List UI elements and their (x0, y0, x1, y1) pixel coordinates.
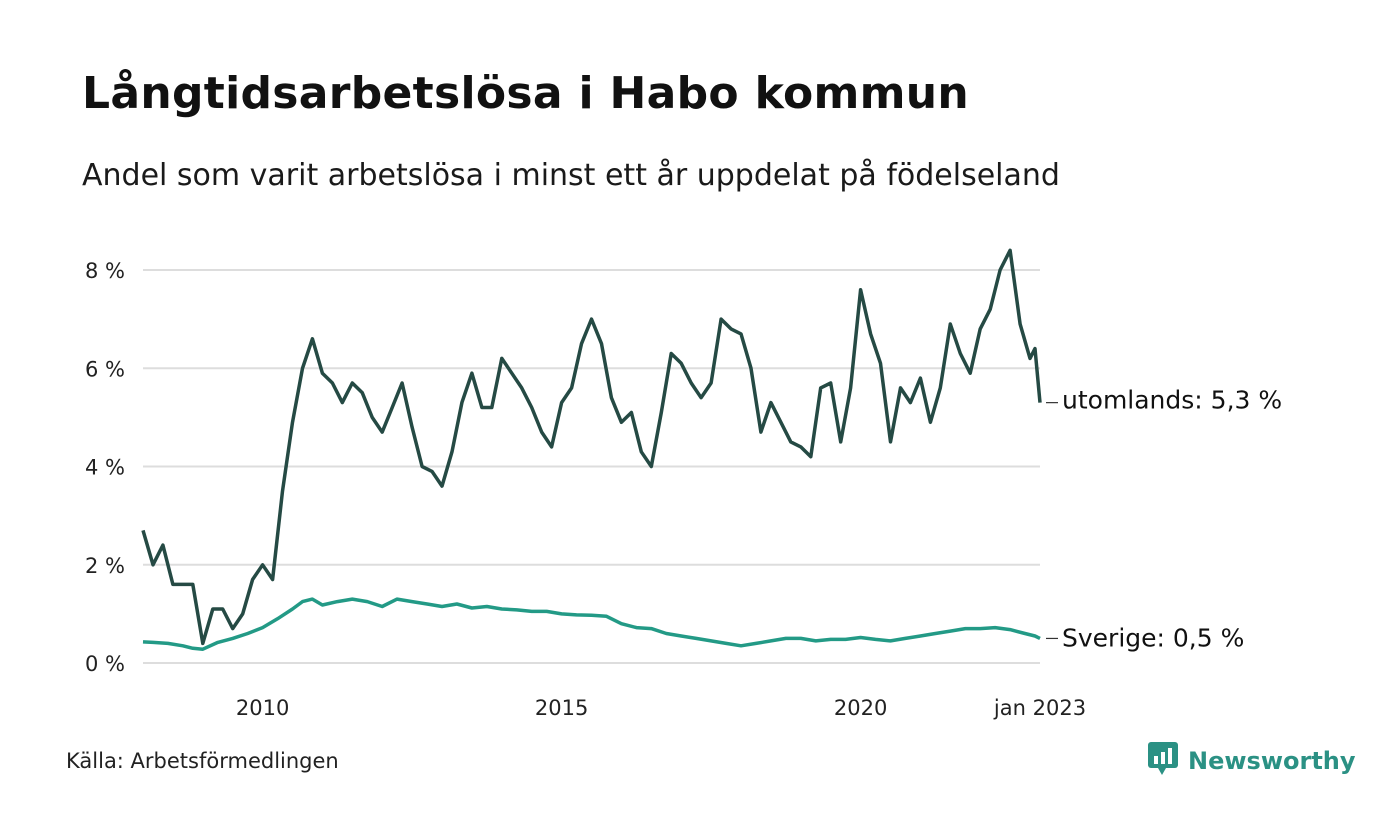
grid-layer (143, 269, 1040, 664)
x-tick-label: 2015 (535, 696, 588, 720)
x-axis-ticks: 2010 2015 2020 jan 2023 (236, 696, 1086, 720)
end-labels: utomlands: 5,3 % Sverige: 0,5 % (1046, 386, 1282, 652)
chart-title: Långtidsarbetslösa i Habo kommun (82, 68, 970, 119)
y-tick-label: 4 % (85, 456, 125, 480)
y-axis-ticks: 0 % 2 % 4 % 6 % 8 % (85, 259, 125, 676)
x-tick-label: 2020 (834, 696, 887, 720)
series-layer (141, 248, 1042, 651)
end-label-utomlands: utomlands: 5,3 % (1062, 386, 1282, 415)
x-tick-label: jan 2023 (993, 696, 1086, 720)
y-tick-label: 0 % (85, 652, 125, 676)
y-tick-label: 6 % (85, 357, 125, 381)
brand-name: Newsworthy (1188, 747, 1356, 775)
y-tick-label: 2 % (85, 554, 125, 578)
series-line-sverige (142, 597, 1041, 651)
chart-subtitle: Andel som varit arbetslösa i minst ett å… (82, 158, 1060, 193)
x-tick-label: 2010 (236, 696, 289, 720)
source-note: Källa: Arbetsförmedlingen (66, 749, 339, 773)
newsworthy-logo-icon (1148, 742, 1178, 780)
brand-logo: Newsworthy (1148, 742, 1356, 780)
y-tick-label: 8 % (85, 259, 125, 283)
end-label-sverige: Sverige: 0,5 % (1062, 623, 1244, 652)
series-line-utomlands (141, 248, 1042, 646)
